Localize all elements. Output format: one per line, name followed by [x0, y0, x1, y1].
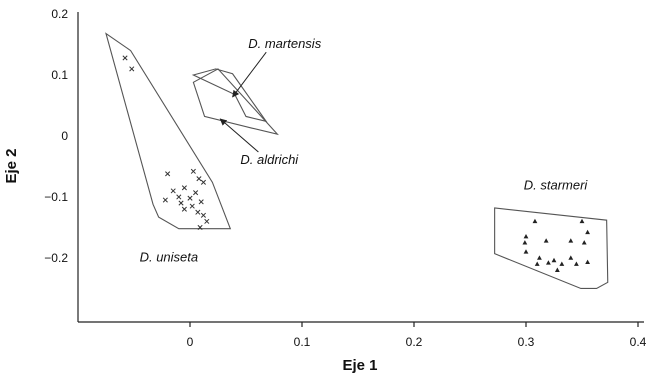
point-d-uniseta	[178, 200, 184, 206]
y-tick-label: −0.2	[44, 251, 68, 265]
y-tick-label: 0.2	[51, 7, 68, 21]
point-d-uniseta	[197, 224, 203, 231]
point-d-starmeri	[585, 229, 590, 235]
point-d-starmeri	[523, 249, 529, 254]
point-d-starmeri	[568, 238, 574, 243]
point-d-uniseta	[181, 185, 187, 191]
label-d-uniseta: D. uniseta	[140, 250, 199, 265]
x-tick-label: 0	[187, 335, 194, 349]
point-d-starmeri	[585, 259, 590, 265]
point-d-uniseta	[190, 168, 196, 174]
arrow-d-aldrichi	[219, 118, 259, 153]
point-d-uniseta	[176, 194, 182, 200]
y-tick-label: −0.1	[44, 190, 68, 204]
point-d-starmeri	[579, 218, 585, 224]
point-d-uniseta	[122, 55, 128, 61]
point-d-starmeri	[532, 218, 538, 224]
annotation-arrows	[219, 51, 267, 153]
point-d-starmeri	[523, 234, 529, 239]
point-d-starmeri	[534, 261, 540, 266]
label-d-martensis: D. martensis	[248, 36, 321, 51]
x-tick-label: 0.2	[406, 335, 423, 349]
point-d-uniseta	[196, 176, 202, 182]
point-d-uniseta	[195, 209, 201, 215]
point-d-uniseta	[187, 195, 193, 201]
convex-hulls	[105, 32, 609, 290]
annotation-labels: D. martensis D. aldrichi D. uniseta D. star…	[140, 36, 589, 264]
label-d-aldrichi: D. aldrichi	[240, 152, 299, 167]
point-d-starmeri	[554, 267, 560, 272]
point-d-starmeri	[522, 240, 528, 245]
y-tick-label: 0.1	[51, 68, 68, 82]
point-d-starmeri	[568, 255, 574, 260]
x-tick-label: 0.1	[294, 335, 311, 349]
arrow-d-martensis	[232, 51, 267, 98]
hull-d-aldrichi	[192, 68, 279, 136]
point-d-starmeri	[559, 261, 565, 266]
point-d-starmeri	[543, 238, 549, 243]
point-d-uniseta	[162, 197, 168, 203]
point-d-starmeri	[581, 240, 587, 245]
point-d-uniseta	[193, 190, 199, 196]
point-d-uniseta	[204, 218, 210, 224]
point-d-uniseta	[170, 188, 176, 194]
hull-d-starmeri	[494, 207, 609, 290]
axes: 0 0.1 0.2 0.3 0.4 0.2 0.1 0 −0.1 −0.2	[44, 7, 646, 349]
point-d-uniseta	[200, 179, 206, 185]
point-d-starmeri	[546, 260, 551, 265]
point-d-uniseta	[129, 66, 135, 72]
y-axis-title: Eje 2	[3, 148, 20, 183]
y-tick-label: 0	[61, 129, 68, 143]
data-points	[122, 55, 590, 272]
x-axis-title: Eje 1	[342, 357, 377, 374]
x-tick-label: 0.4	[630, 335, 647, 349]
x-tick-label: 0.3	[518, 335, 535, 349]
label-d-starmeri: D. starmeri	[524, 178, 589, 193]
point-d-starmeri	[574, 261, 579, 266]
point-d-starmeri	[551, 257, 557, 263]
point-d-uniseta	[200, 212, 206, 218]
point-d-starmeri	[537, 255, 542, 260]
point-d-uniseta	[181, 206, 187, 212]
hull-d-uniseta	[105, 32, 232, 230]
point-d-uniseta	[198, 199, 204, 205]
point-d-uniseta	[165, 171, 171, 177]
point-d-uniseta	[189, 203, 195, 209]
